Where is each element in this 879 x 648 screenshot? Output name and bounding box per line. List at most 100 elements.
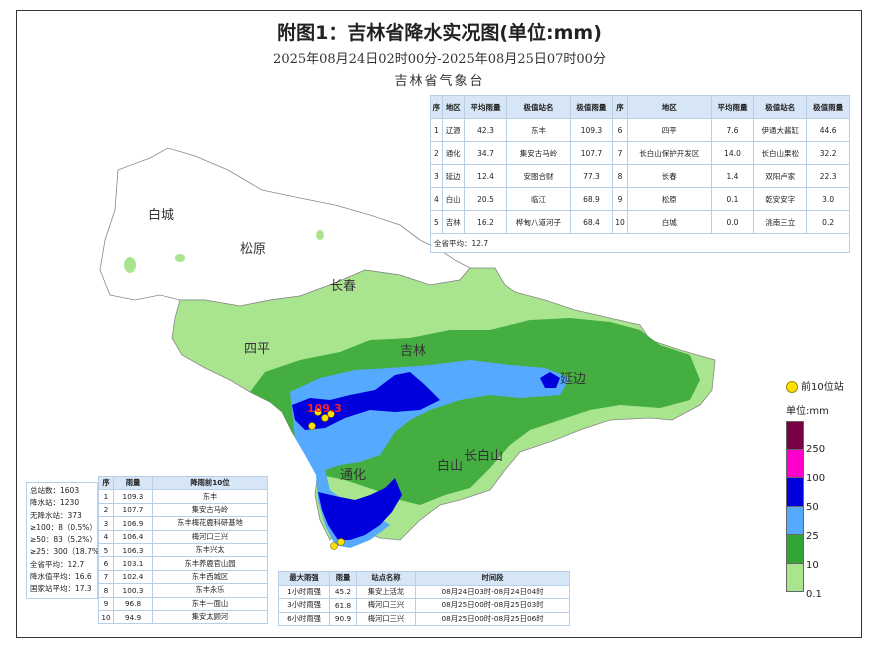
stat-line: 降水值平均：16.6 <box>30 572 92 582</box>
col-header: 地区 <box>441 95 465 119</box>
table-row: 3小时雨强 61.8 梅河口三兴 08月25日00时-08月25日03时 <box>278 598 570 613</box>
table-cell: 34.7 <box>463 141 508 165</box>
table-row: 8 100.3 东丰永乐 <box>98 583 268 598</box>
table-cell: 东丰兴太 <box>152 542 268 558</box>
table-row: 1小时雨强 45.2 集安上活龙 08月24日03时-08月24日04时 <box>278 584 570 599</box>
table-cell: 102.4 <box>113 569 153 585</box>
table-row: 4 106.4 梅河口三兴 <box>98 529 268 544</box>
city-label-yanbian: 延边 <box>560 372 586 387</box>
table-cell: 6 <box>612 118 628 142</box>
table-cell: 8 <box>98 583 114 598</box>
legend-level: 50 <box>806 502 819 513</box>
col-header: 最大雨强 <box>278 571 330 586</box>
blue-100mm-area-east <box>540 372 560 388</box>
table-cell: 6 <box>98 556 114 571</box>
col-header: 降雨前10位 <box>152 475 268 491</box>
table-row: 1 109.3 东丰 <box>98 489 268 504</box>
table-cell: 3小时雨强 <box>278 598 330 613</box>
col-header: 序 <box>430 95 443 119</box>
table-cell: 1 <box>430 118 443 142</box>
color-legend-bar <box>786 421 804 592</box>
stat-line: 全省平均：12.7 <box>30 559 85 569</box>
table-cell: 106.3 <box>113 542 153 558</box>
city-label-changbaishan: 长白山 <box>464 448 503 464</box>
col-header: 时间段 <box>415 571 570 586</box>
table-cell: 08月25日00时-08月25日03时 <box>415 598 570 613</box>
table-cell: 临江 <box>506 187 571 211</box>
col-header: 平均雨量 <box>463 95 508 119</box>
stat-line: 降水站：1230 <box>30 498 80 508</box>
table-cell: 14.0 <box>710 141 755 165</box>
province-average: 全省平均：12.7 <box>430 233 850 253</box>
table-row: 4 白山 20.5 临江 68.9 9 松原 0.1 乾安安字 3.0 <box>430 187 850 211</box>
table-cell: 106.9 <box>113 516 153 531</box>
legend-swatch <box>786 449 804 478</box>
table-cell: 107.7 <box>569 141 614 165</box>
top10-legend-label: 前10位站 <box>801 382 844 393</box>
legend-level: 0.1 <box>806 589 822 600</box>
legend-unit: 单位:mm <box>786 406 829 417</box>
table-cell: 0.0 <box>710 210 755 234</box>
col-header: 平均雨量 <box>710 95 755 119</box>
table-row: 3 延边 12.4 安图合财 77.3 8 长春 1.4 双阳卢家 22.3 <box>430 164 850 188</box>
table-cell: 44.6 <box>806 118 850 142</box>
table-row: 6 103.1 东丰养鹿官山园 <box>98 556 268 571</box>
table-cell: 94.9 <box>113 609 153 625</box>
table-cell: 9 <box>98 596 114 611</box>
table-cell: 5 <box>98 542 114 558</box>
table-cell: 68.9 <box>569 187 614 211</box>
table-cell: 辽源 <box>441 118 465 142</box>
map-title: 附图1：吉林省降水实况图(单位:mm) <box>277 22 602 44</box>
table-header-row: 序 雨量 降雨前10位 <box>98 475 268 491</box>
legend-level: 250 <box>806 444 826 455</box>
col-header: 序 <box>612 95 628 119</box>
top10-table: 序 雨量 降雨前10位 1 109.3 东丰 2 107.7 集安古马岭 3 106.9 东… <box>98 475 268 625</box>
table-cell: 20.5 <box>463 187 508 211</box>
table-row: 1 辽源 42.3 东丰 109.3 6 四平 7.6 伊通大酱缸 44.6 <box>430 118 850 142</box>
table-cell: 109.3 <box>569 118 614 142</box>
table-cell: 106.4 <box>113 529 153 544</box>
table-row: 全省平均：12.7 <box>430 233 850 253</box>
table-cell: 集安太顾河 <box>152 609 268 625</box>
table-cell: 1 <box>98 489 114 504</box>
legend-level: 100 <box>806 473 826 484</box>
col-header: 极值站名 <box>506 95 571 119</box>
table-cell: 7 <box>612 141 628 165</box>
table-cell: 吉林 <box>441 210 465 234</box>
table-cell: 长春 <box>626 164 712 188</box>
top10-legend: 前10位站 <box>786 378 844 393</box>
legend-level: 10 <box>806 560 819 571</box>
station-stats: 总站数：1603 降水站：1230 无降水站：373 ≥100：8（0.5%） … <box>26 482 99 599</box>
table-cell: 梅河口三兴 <box>356 598 416 613</box>
table-cell: 长白山保护开发区 <box>626 141 712 165</box>
table-cell: 109.3 <box>113 489 153 504</box>
table-cell: 08月24日03时-08月24日04时 <box>415 584 570 599</box>
stat-line: 无降水站：373 <box>30 510 82 520</box>
yellow-dot-icon <box>786 381 798 393</box>
table-row: 2 通化 34.7 集安古马岭 107.7 7 长白山保护开发区 14.0 长白… <box>430 141 850 165</box>
table-cell: 10 <box>98 609 114 625</box>
table-header-row: 序 地区 平均雨量 极值站名 极值雨量 序 地区 平均雨量 极值站名 极值雨量 <box>430 95 850 119</box>
table-cell: 2 <box>98 502 114 518</box>
table-cell: 东丰养鹿官山园 <box>152 556 268 571</box>
blue-100mm-area-south <box>318 478 402 540</box>
stat-line: ≥50：83（5.2%） <box>30 535 97 545</box>
table-header-row: 最大雨强 雨量 站点名称 时间段 <box>278 571 570 586</box>
city-label-changchun: 长春 <box>330 279 356 294</box>
col-header: 极值雨量 <box>569 95 614 119</box>
table-cell: 8 <box>612 164 628 188</box>
table-cell: 08月25日00时-08月25日06时 <box>415 611 570 626</box>
table-cell: 白城 <box>626 210 712 234</box>
table-cell: 42.3 <box>463 118 508 142</box>
legend-swatch <box>786 421 804 450</box>
max-value-label: 109.3 <box>307 402 342 415</box>
legend-swatch <box>786 506 804 535</box>
table-cell: 7.6 <box>710 118 755 142</box>
table-cell: 3 <box>430 164 443 188</box>
table-cell: 0.1 <box>710 187 755 211</box>
table-cell: 伊通大酱缸 <box>753 118 808 142</box>
table-cell: 安图合财 <box>506 164 571 188</box>
table-cell: 90.9 <box>329 611 357 626</box>
stat-line: 总站数：1603 <box>30 486 80 495</box>
city-label-siping: 四平 <box>244 342 270 357</box>
